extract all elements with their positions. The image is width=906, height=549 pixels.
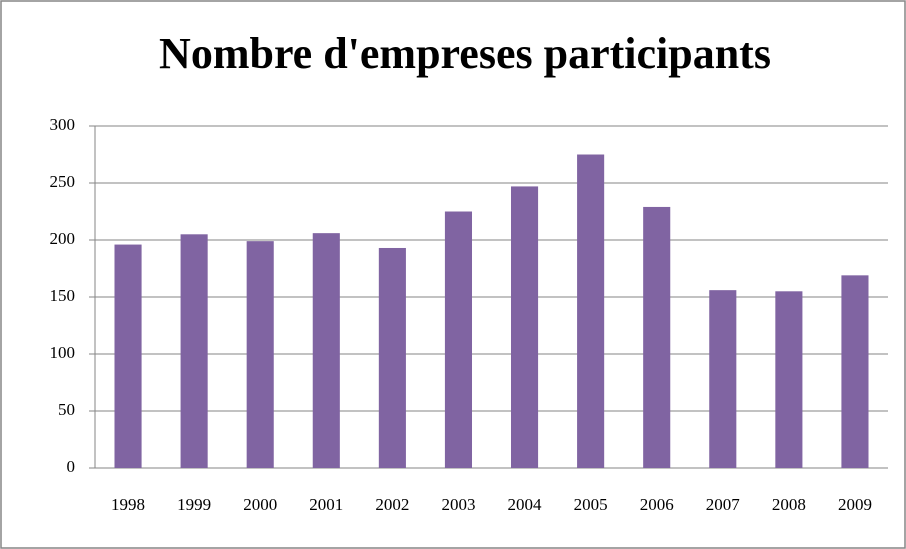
y-tick-label: 50: [58, 400, 75, 419]
bar: [841, 275, 869, 468]
bar: [709, 290, 737, 468]
x-tick-label: 2002: [375, 495, 409, 514]
bar: [444, 211, 473, 468]
x-tick-label: 1998: [111, 495, 145, 514]
y-tick-label: 250: [50, 172, 76, 191]
y-tick-label: 300: [50, 115, 76, 134]
y-tick-label: 0: [67, 457, 76, 476]
bar: [114, 244, 142, 468]
y-tick-label: 100: [50, 343, 76, 362]
x-tick-label: 2003: [441, 495, 475, 514]
x-tick-label: 2005: [574, 495, 608, 514]
bar: [180, 234, 208, 468]
x-tick-label: 2004: [508, 495, 543, 514]
x-tick-label: 2009: [838, 495, 872, 514]
y-tick-label: 150: [50, 286, 76, 305]
bar: [510, 186, 539, 469]
x-tick-label: 2006: [640, 495, 674, 514]
chart-title: Nombre d'empreses participants: [159, 29, 771, 78]
bar: [775, 291, 803, 468]
x-tick-label: 2007: [706, 495, 741, 514]
y-tick-label: 200: [50, 229, 76, 248]
bar: [643, 206, 671, 468]
x-tick-label: 1999: [177, 495, 211, 514]
bar: [246, 241, 274, 468]
bar: [378, 247, 406, 468]
bar: [577, 154, 605, 468]
bar: [312, 233, 340, 468]
x-tick-label: 2000: [243, 495, 277, 514]
x-tick-label: 2001: [309, 495, 343, 514]
x-tick-label: 2008: [772, 495, 806, 514]
